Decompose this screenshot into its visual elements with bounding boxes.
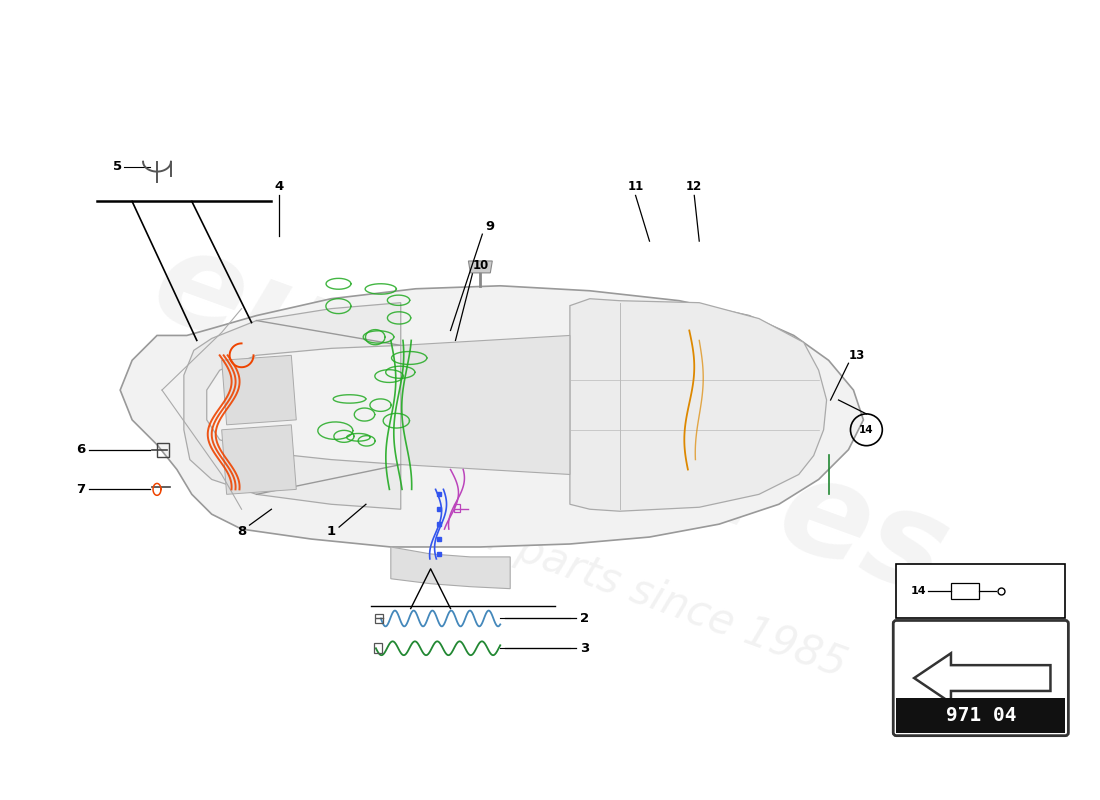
Polygon shape [469, 261, 493, 273]
Text: 1: 1 [327, 525, 336, 538]
Polygon shape [120, 286, 864, 547]
Text: 3: 3 [580, 642, 590, 654]
Text: 2: 2 [581, 612, 590, 625]
Bar [896, 698, 1066, 733]
Polygon shape [400, 335, 570, 474]
Text: 6: 6 [76, 443, 85, 456]
Polygon shape [222, 355, 296, 425]
Text: 12: 12 [686, 180, 703, 193]
Text: 7: 7 [76, 483, 85, 496]
Polygon shape [222, 425, 296, 494]
Text: 5: 5 [112, 160, 122, 173]
Text: 14: 14 [911, 586, 926, 596]
Text: 10: 10 [472, 259, 488, 273]
Text: eurospares: eurospares [136, 218, 964, 622]
Text: 9: 9 [486, 220, 495, 233]
Text: 13: 13 [848, 349, 865, 362]
Bar [375, 614, 383, 623]
Bar [896, 564, 1066, 618]
Text: 11: 11 [627, 180, 644, 193]
Bar [454, 504, 461, 512]
Bar [157, 442, 169, 457]
Polygon shape [570, 298, 826, 511]
Text: 971 04: 971 04 [946, 706, 1016, 726]
Bar [952, 582, 979, 598]
Bar [374, 643, 382, 654]
Polygon shape [184, 302, 400, 510]
Text: a passion for parts since 1985: a passion for parts since 1985 [248, 432, 852, 686]
Polygon shape [914, 654, 1050, 703]
Text: 14: 14 [859, 425, 873, 434]
Polygon shape [390, 547, 510, 589]
Text: 8: 8 [236, 525, 246, 538]
FancyBboxPatch shape [893, 621, 1068, 736]
Text: 4: 4 [275, 180, 284, 193]
